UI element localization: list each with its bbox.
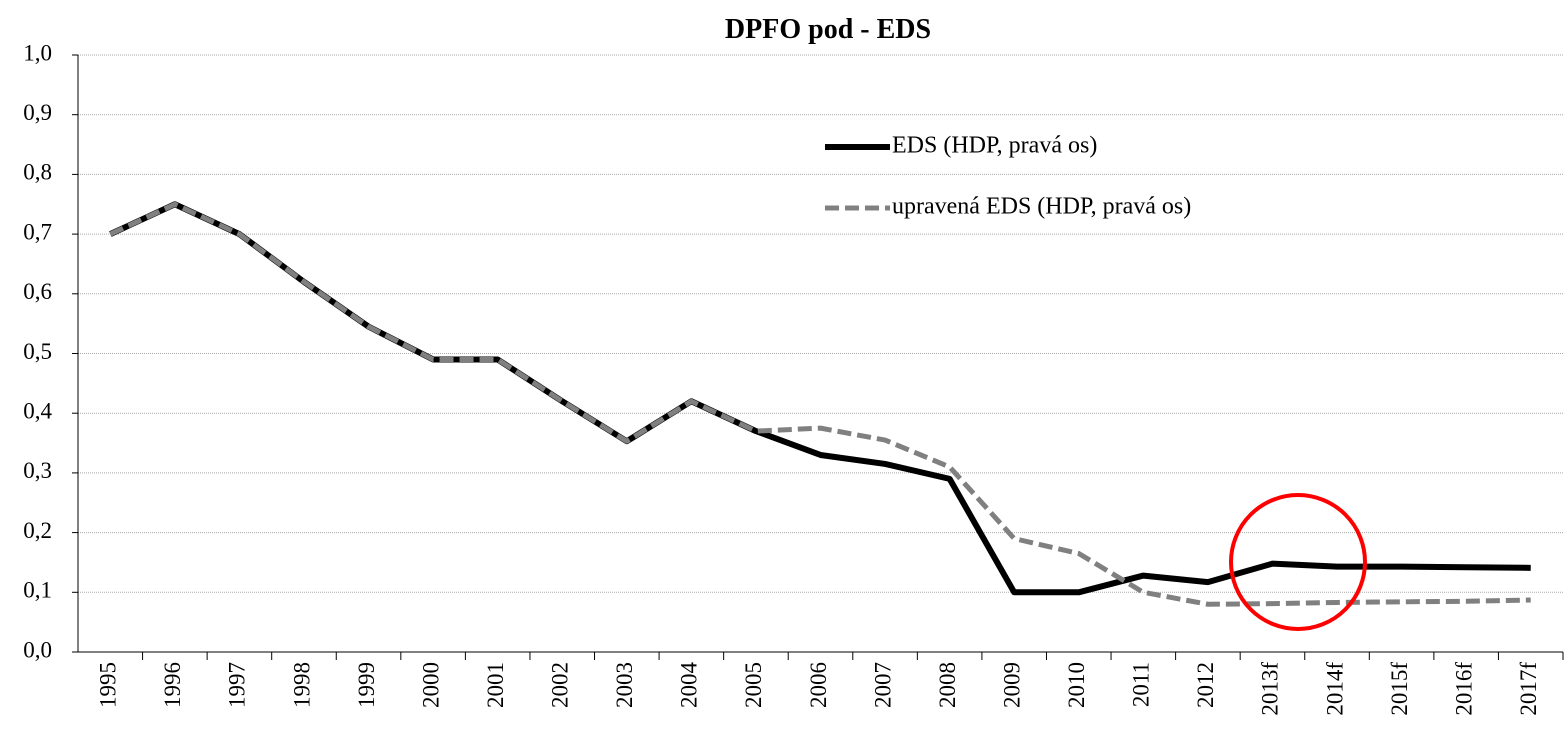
x-tick-label: 2014f: [1322, 662, 1347, 716]
x-tick-label: 1997: [225, 662, 250, 708]
y-tick-label: 0,4: [23, 398, 52, 423]
x-tick-label: 2012: [1193, 662, 1218, 708]
x-tick-label: 2015f: [1387, 662, 1412, 716]
x-tick-label: 2003: [612, 662, 637, 708]
y-tick-label: 0,8: [23, 160, 52, 185]
x-tick-label: 1996: [160, 662, 185, 708]
y-tick-label: 0,2: [23, 518, 52, 543]
legend-label: EDS (HDP, pravá os): [892, 133, 1097, 159]
plot: 0,0 0,1 0,2 0,3 0,4 0,5 0,6 0,7 0,8 0,9 1,0 1995 199…: [23, 40, 1564, 716]
x-tick-label: 2001: [483, 662, 508, 708]
x-tick-label: 2016f: [1451, 662, 1476, 716]
x-tick-label: 2017f: [1516, 662, 1541, 716]
x-tick-label: 1995: [96, 662, 121, 708]
x-tick-label: 2005: [741, 662, 766, 708]
x-tick-label: 2007: [870, 662, 895, 708]
x-tick-label: 2013f: [1258, 662, 1283, 716]
y-tick-label: 0,7: [23, 219, 52, 244]
legend-label: upravená EDS (HDP, pravá os): [892, 194, 1191, 220]
x-tick-label: 2009: [999, 662, 1024, 708]
y-tick-label: 0,5: [23, 339, 52, 364]
x-tick-label: 2010: [1064, 662, 1089, 708]
x-tick-label: 2004: [677, 662, 702, 709]
x-tick-label: 2008: [935, 662, 960, 708]
y-tick-label: 0,1: [23, 578, 52, 603]
series-line: [109, 201, 1531, 607]
y-tick-label: 0,9: [23, 100, 52, 125]
x-tick-label: 1998: [289, 662, 314, 708]
y-tick-label: 0,6: [23, 279, 52, 304]
y-tick-label: 0,0: [23, 637, 52, 662]
x-tick-label: 2006: [806, 662, 831, 708]
highlight-circle: [1229, 493, 1367, 631]
x-tick-label: 1999: [354, 662, 379, 708]
series-line: [109, 201, 1531, 596]
x-tick-label: 2002: [548, 662, 573, 708]
x-tick-label: 2000: [418, 662, 443, 708]
x-tick-label: 2011: [1129, 662, 1154, 707]
chart-title: DPFO pod - EDS: [725, 14, 931, 45]
y-tick-label: 1,0: [23, 40, 52, 65]
y-tick-label: 0,3: [23, 458, 52, 483]
